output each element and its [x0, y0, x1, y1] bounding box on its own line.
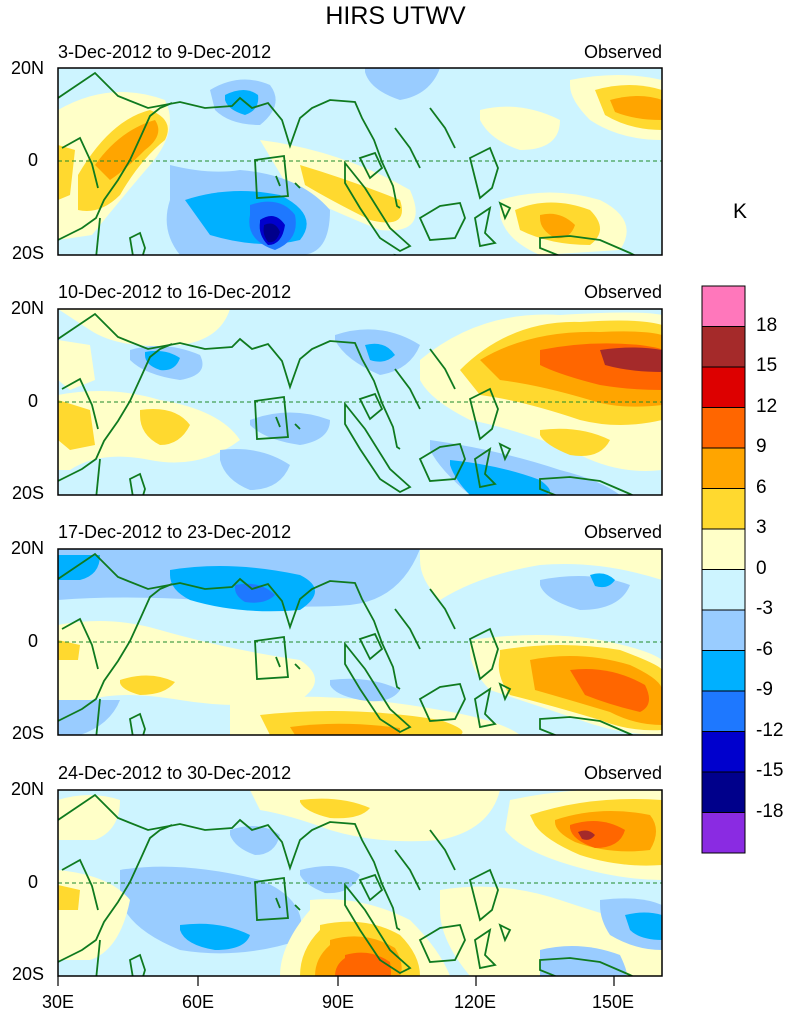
colorbar-label: -12: [756, 719, 784, 741]
panel-2-title: 10-Dec-2012 to 16-Dec-2012: [58, 282, 292, 302]
panel-3-tag: Observed: [583, 522, 662, 542]
p3-lat-0: 0: [27, 631, 38, 651]
lon-90e: 90E: [321, 992, 355, 1012]
panel-4-tag: Observed: [583, 763, 662, 783]
colorbar-swatch: [701, 650, 746, 692]
colorbar-label: 15: [756, 355, 778, 376]
p1-lat-20s: 20S: [11, 243, 44, 263]
lon-120e: 120E: [453, 992, 497, 1012]
panel-4-map: [57, 789, 663, 977]
colorbar-swatch: [701, 326, 746, 368]
p1-lat-20n: 20N: [10, 58, 44, 78]
p3-lat-20n: 20N: [10, 538, 44, 558]
panel-3-title: 17-Dec-2012 to 23-Dec-2012: [58, 522, 292, 542]
panel-1-map: [57, 67, 663, 256]
colorbar-swatch: [701, 731, 746, 773]
colorbar-swatch: [701, 407, 746, 449]
figure-title: HIRS UTWV: [325, 2, 466, 30]
panel-2-tag: Observed: [583, 282, 662, 302]
colorbar-label: 9: [756, 436, 767, 457]
colorbar-swatch: [701, 569, 746, 611]
colorbar-label: -9: [756, 679, 773, 700]
colorbar-label: -6: [756, 638, 773, 660]
colorbar-label: 3: [756, 517, 767, 538]
lon-30e: 30E: [41, 992, 75, 1012]
colorbar-swatch: [701, 447, 746, 489]
p4-lat-20n: 20N: [10, 779, 44, 799]
colorbar-swatch: [701, 812, 746, 854]
colorbar-swatch: [701, 488, 746, 530]
lon-60e: 60E: [181, 992, 215, 1012]
panel-2-map: [57, 308, 663, 496]
colorbar-label: 18: [756, 314, 778, 336]
colorbar-label: 12: [756, 395, 778, 417]
colorbar-swatch: [701, 285, 746, 327]
colorbar-label: -18: [756, 800, 784, 822]
panel-1-tag: Observed: [583, 42, 662, 62]
colorbar-label: 6: [756, 476, 767, 498]
colorbar-label: 0: [756, 557, 767, 579]
colorbar: [701, 285, 746, 854]
colorbar-label: -3: [756, 598, 773, 619]
p2-lat-20s: 20S: [11, 483, 44, 503]
x-ticks: [57, 976, 615, 986]
panel-3-map: [57, 548, 663, 736]
colorbar-swatch: [701, 609, 746, 651]
panel-4-title: 24-Dec-2012 to 30-Dec-2012: [58, 763, 292, 783]
colorbar-swatch: [701, 690, 746, 732]
p2-lat-0: 0: [27, 391, 38, 411]
panel-1-title: 3-Dec-2012 to 9-Dec-2012: [58, 42, 272, 62]
p4-lat-20s: 20S: [11, 964, 44, 984]
colorbar-label: -15: [756, 760, 784, 781]
colorbar-swatch: [701, 771, 746, 813]
p3-lat-20s: 20S: [11, 723, 44, 743]
p2-lat-20n: 20N: [10, 298, 44, 318]
colorbar-swatch: [701, 528, 746, 570]
p1-lat-0: 0: [27, 150, 38, 170]
p4-lat-0: 0: [27, 872, 38, 892]
colorbar-unit: K: [733, 200, 748, 223]
lon-150e: 150E: [591, 992, 635, 1012]
colorbar-swatch: [701, 366, 746, 408]
